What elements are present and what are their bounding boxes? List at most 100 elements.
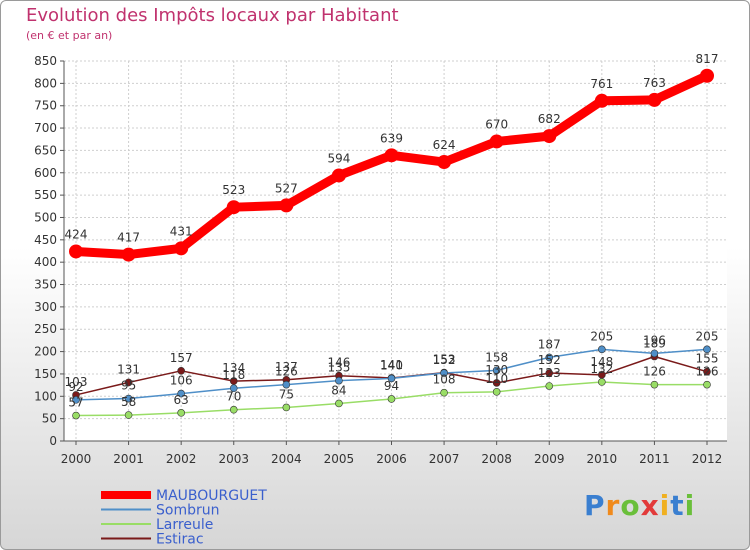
data-label: 527: [275, 181, 298, 195]
data-point: [542, 129, 557, 144]
logo-letter: r: [605, 489, 621, 522]
data-point: [703, 380, 711, 389]
x-tick-label: 2011: [639, 452, 670, 466]
data-label: 523: [222, 183, 245, 197]
data-label: 424: [65, 227, 88, 241]
data-label: 95: [121, 379, 136, 393]
data-label: 126: [643, 365, 666, 379]
data-point: [647, 92, 662, 107]
data-point: [72, 396, 80, 404]
y-tick-label: 50: [42, 412, 57, 426]
data-label: 817: [696, 52, 719, 66]
data-label: 92: [68, 380, 83, 394]
data-label: 103: [65, 375, 88, 389]
y-tick-label: 100: [34, 389, 57, 403]
data-label: 140: [380, 358, 403, 372]
legend-label-sombrun: Sombrun: [156, 503, 219, 519]
data-label: 130: [485, 363, 508, 377]
y-tick-label: 500: [34, 210, 57, 224]
data-point: [72, 411, 80, 420]
data-point: [121, 247, 136, 262]
data-point: [703, 345, 711, 354]
y-tick-label: 0: [49, 434, 57, 448]
data-point: [703, 367, 711, 376]
data-point: [124, 378, 133, 387]
data-point: [387, 395, 396, 403]
logo-letter: i: [659, 489, 671, 522]
data-point: [700, 68, 714, 83]
x-tick-label: 2001: [113, 452, 144, 466]
data-label: 94: [384, 379, 399, 393]
data-label: 131: [117, 362, 140, 376]
data-point: [545, 369, 554, 377]
data-point: [384, 148, 399, 163]
data-label: 152: [433, 353, 456, 367]
data-point: [177, 409, 185, 417]
y-tick-label: 300: [34, 300, 57, 314]
data-point: [177, 389, 185, 398]
data-label: 417: [117, 231, 140, 245]
data-label: 126: [696, 365, 719, 379]
y-tick-label: 200: [34, 345, 57, 359]
data-label: 70: [226, 390, 241, 404]
data-point: [124, 394, 133, 403]
data-label: 58: [121, 395, 136, 409]
data-point: [492, 366, 501, 375]
data-point: [598, 378, 606, 386]
data-label: 187: [538, 337, 561, 351]
x-tick-label: 2003: [218, 452, 249, 466]
data-point: [69, 244, 83, 259]
data-label: 132: [590, 362, 613, 376]
x-tick-label: 2010: [587, 452, 618, 466]
data-point: [489, 134, 504, 149]
data-label: 118: [222, 368, 245, 382]
data-label: 153: [433, 353, 456, 367]
data-label: 152: [538, 353, 561, 367]
x-tick-label: 2000: [61, 452, 92, 466]
data-label: 148: [590, 355, 613, 369]
data-label: 57: [68, 396, 83, 410]
data-point: [437, 155, 452, 170]
data-point: [492, 388, 501, 396]
data-label: 639: [380, 131, 403, 145]
data-label: 761: [590, 77, 613, 91]
data-point: [598, 345, 606, 354]
data-point: [279, 198, 294, 213]
data-label: 135: [327, 361, 350, 375]
data-point: [177, 367, 185, 375]
y-tick-label: 650: [34, 143, 57, 157]
data-label: 624: [433, 138, 456, 152]
x-tick-label: 2008: [481, 452, 512, 466]
data-point: [124, 411, 133, 419]
data-point: [650, 380, 659, 389]
data-label: 205: [696, 329, 719, 343]
data-point: [545, 353, 554, 362]
legend-label-larreule: Larreule: [156, 517, 213, 533]
data-label: 126: [275, 365, 298, 379]
data-label: 134: [222, 361, 245, 375]
data-point: [335, 399, 343, 408]
logo-letter: o: [620, 489, 641, 522]
data-label: 108: [433, 373, 456, 387]
data-label: 106: [170, 374, 193, 388]
data-point: [229, 384, 238, 393]
y-tick-label: 150: [34, 367, 57, 381]
data-point: [335, 376, 343, 385]
x-tick-label: 2012: [692, 452, 723, 466]
data-point: [331, 168, 346, 183]
data-label: 137: [275, 360, 298, 374]
logo-letter: i: [684, 489, 696, 522]
data-point: [492, 379, 501, 387]
data-point: [545, 382, 554, 390]
logo-letter: P: [584, 489, 606, 522]
data-point: [440, 388, 448, 397]
data-point: [594, 93, 609, 108]
y-tick-label: 600: [34, 166, 57, 180]
data-label: 205: [590, 329, 613, 343]
x-tick-label: 2006: [376, 452, 407, 466]
y-tick-label: 250: [34, 322, 57, 336]
x-tick-label: 2007: [429, 452, 460, 466]
y-tick-label: 400: [34, 255, 57, 269]
y-tick-label: 800: [34, 76, 57, 90]
